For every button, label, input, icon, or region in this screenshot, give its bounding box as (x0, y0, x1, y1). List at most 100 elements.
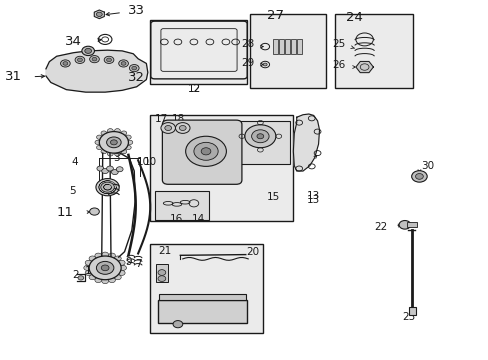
Text: 30: 30 (421, 161, 434, 171)
Circle shape (125, 135, 131, 139)
Circle shape (111, 170, 118, 175)
Text: 26: 26 (332, 60, 345, 70)
Circle shape (411, 171, 427, 182)
Bar (273, 40, 278, 54)
Text: 13: 13 (306, 195, 320, 205)
Circle shape (107, 129, 113, 133)
Circle shape (116, 167, 123, 172)
Circle shape (102, 279, 108, 284)
Circle shape (96, 179, 119, 196)
Text: 13: 13 (306, 191, 320, 201)
Circle shape (185, 136, 226, 166)
Circle shape (158, 276, 165, 282)
Text: 8: 8 (106, 263, 113, 273)
Circle shape (89, 208, 99, 215)
Circle shape (119, 60, 128, 67)
Circle shape (125, 145, 131, 150)
Circle shape (101, 131, 106, 135)
Circle shape (89, 275, 96, 280)
Circle shape (83, 265, 90, 270)
Circle shape (175, 123, 190, 134)
Circle shape (78, 276, 83, 280)
Circle shape (95, 278, 102, 283)
Circle shape (251, 130, 268, 143)
Circle shape (77, 58, 82, 62)
Circle shape (85, 260, 92, 265)
Bar (150, 116, 293, 221)
Text: 12: 12 (188, 84, 201, 94)
Circle shape (96, 261, 114, 274)
Polygon shape (94, 10, 104, 19)
Circle shape (84, 48, 91, 53)
Circle shape (244, 125, 275, 148)
Circle shape (96, 145, 102, 150)
Text: 2: 2 (72, 270, 78, 280)
Circle shape (121, 131, 126, 135)
Text: 24: 24 (346, 12, 362, 24)
Circle shape (263, 63, 266, 66)
Bar (408, 307, 415, 315)
Circle shape (256, 134, 263, 139)
Text: 34: 34 (65, 35, 82, 49)
Text: 14: 14 (191, 214, 204, 224)
Bar (239, 121, 290, 164)
Bar (279, 40, 284, 54)
Circle shape (164, 126, 171, 131)
Circle shape (102, 168, 108, 174)
Circle shape (89, 256, 121, 280)
Circle shape (89, 256, 96, 261)
Text: 25: 25 (332, 39, 345, 49)
Circle shape (102, 252, 108, 257)
Polygon shape (46, 50, 147, 92)
Text: 20: 20 (245, 247, 258, 257)
Circle shape (120, 265, 126, 270)
Text: 11: 11 (57, 206, 74, 219)
Bar (285, 40, 289, 54)
Circle shape (114, 129, 120, 133)
Circle shape (114, 152, 120, 156)
Circle shape (398, 221, 410, 229)
Circle shape (101, 265, 109, 271)
Circle shape (127, 140, 133, 144)
Text: 18: 18 (172, 114, 185, 124)
Circle shape (114, 275, 121, 280)
Bar (159, 294, 245, 300)
Bar (156, 264, 168, 282)
Text: 7: 7 (135, 259, 141, 269)
Text: 21: 21 (158, 246, 171, 256)
Bar (249, 14, 325, 88)
Text: 9: 9 (125, 257, 131, 267)
Circle shape (161, 123, 175, 134)
Circle shape (81, 46, 94, 55)
Circle shape (121, 149, 126, 154)
Text: 5: 5 (69, 186, 76, 196)
Text: 28: 28 (241, 39, 254, 49)
Circle shape (95, 140, 101, 144)
Text: 10: 10 (143, 157, 157, 167)
Circle shape (129, 64, 139, 72)
Circle shape (110, 140, 117, 145)
Polygon shape (355, 62, 373, 73)
Bar (150, 244, 262, 333)
Text: 23: 23 (401, 312, 414, 322)
Circle shape (85, 270, 92, 275)
Circle shape (132, 66, 136, 70)
Circle shape (99, 132, 128, 153)
Text: 27: 27 (267, 9, 284, 22)
Bar (150, 21, 247, 84)
Circle shape (201, 148, 210, 155)
Circle shape (104, 56, 114, 63)
Text: 33: 33 (128, 4, 145, 17)
Circle shape (106, 58, 111, 62)
Bar (334, 14, 412, 88)
Text: 31: 31 (5, 69, 21, 82)
Circle shape (415, 174, 423, 179)
Circle shape (97, 166, 103, 171)
Text: 16: 16 (170, 214, 183, 224)
Circle shape (63, 62, 68, 65)
Text: 10: 10 (136, 157, 149, 167)
Text: 32: 32 (128, 71, 145, 84)
Circle shape (114, 256, 121, 261)
Bar (157, 300, 247, 323)
Circle shape (96, 135, 102, 139)
